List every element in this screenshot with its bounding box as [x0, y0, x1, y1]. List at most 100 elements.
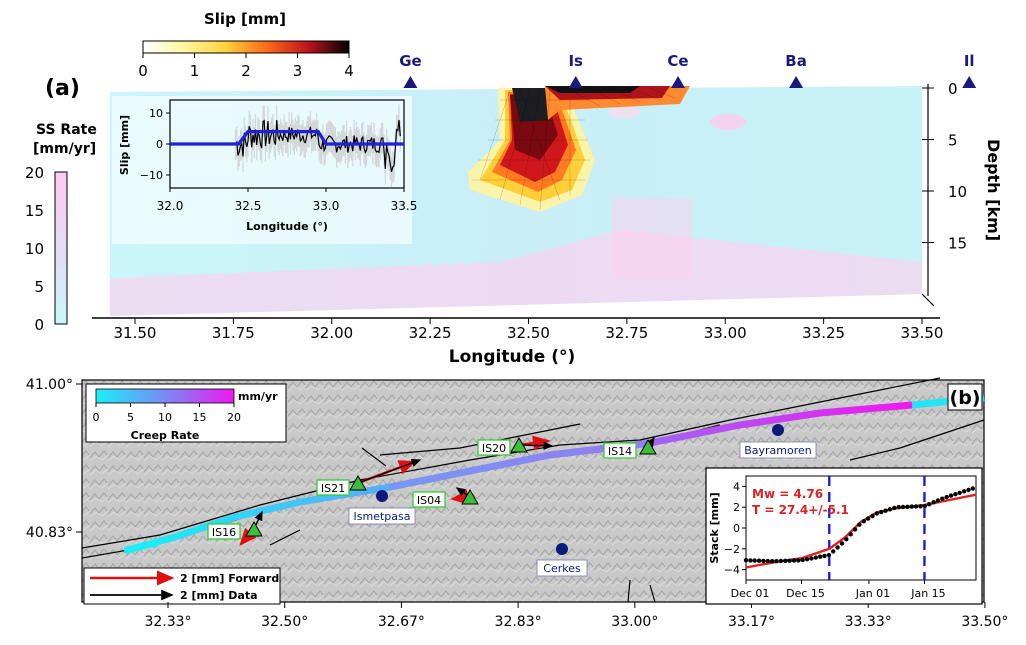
stack-ytick-label: 0	[733, 522, 740, 535]
panel-a-label: (a)	[45, 76, 80, 101]
depth-axis-corner	[921, 293, 935, 307]
stack-data-point	[787, 558, 792, 563]
ss-tick-label: 0	[34, 316, 44, 334]
legend-data-label: 2 [mm] Data	[180, 589, 258, 602]
lon-tick-label: 31.50	[114, 324, 157, 342]
stack-data-point	[879, 509, 884, 515]
city-label-bayramoren: Bayramoren	[744, 444, 812, 457]
stack-ytick-label: 4	[733, 480, 740, 493]
stack-data-point	[835, 545, 840, 550]
stack-data-point	[927, 502, 932, 507]
stack-data-point	[909, 504, 914, 509]
stack-data-point	[822, 553, 827, 559]
stack-data-point	[761, 558, 766, 564]
inset-background	[112, 96, 412, 244]
ss-colorbar-title-1: SS Rate	[36, 122, 97, 138]
stack-data-point	[944, 494, 949, 500]
creep-colorbar-ticks: 0 5 10 15 20	[93, 403, 241, 424]
map-longitude-ticks: 32.33° 32.50° 32.67° 32.83° 33.00° 33.17° 33.3…	[144, 602, 1008, 630]
stack-data-point	[896, 504, 901, 510]
map-xtick-label: 33.33°	[845, 614, 892, 630]
stack-data-point	[804, 557, 810, 562]
creep-colorbar-unit: mm/yr	[238, 390, 278, 403]
stack-data-point	[961, 489, 967, 494]
forward-vector-is20	[518, 435, 551, 451]
station-label: Ge	[399, 52, 422, 70]
stack-data-point	[966, 487, 971, 493]
lon-tick-label: 33.50	[901, 324, 944, 342]
station-label-is04: IS04	[417, 494, 441, 507]
gps-station-markers	[245, 436, 657, 537]
stack-data-point	[892, 505, 897, 511]
depth-tick-label: 10	[948, 183, 967, 201]
stack-data-point	[922, 503, 927, 509]
lon-tick-label: 31.75	[212, 324, 255, 342]
stack-data-point	[778, 558, 784, 564]
stack-xtick-label: Jan 15	[910, 587, 945, 600]
creep-tick-label: 10	[158, 411, 172, 424]
ss-tick-label: 20	[25, 164, 44, 182]
stack-ytick-label: −4	[724, 564, 740, 577]
inset-ytick-label: 0	[156, 138, 163, 151]
stack-xtick-label: Dec 01	[731, 587, 770, 600]
lon-tick-label: 32.25	[409, 324, 452, 342]
stack-data-point	[948, 493, 954, 498]
lon-tick-label: 33.00	[704, 324, 747, 342]
stack-data-point	[870, 513, 875, 519]
stack-data-point	[783, 558, 788, 563]
creep-tick-label: 5	[127, 411, 134, 424]
fault-plane-high-rate-patch	[612, 198, 692, 278]
stack-data-point	[831, 549, 836, 554]
stack-event-lines	[828, 476, 926, 580]
station-marker	[671, 76, 686, 88]
inset-slip-model-line	[170, 130, 404, 146]
cities: Ismetpasa Bayramoren Cerkes	[348, 424, 817, 577]
station-label-is20: IS20	[482, 442, 506, 455]
lon-tick-label: 33.25	[802, 324, 845, 342]
slip-tick-label: 0	[138, 62, 148, 80]
stack-data-point	[857, 522, 862, 527]
stack-data-point	[935, 498, 941, 503]
stack-data-point	[953, 492, 958, 497]
stack-data-point	[796, 558, 801, 563]
ss-tick-label: 10	[25, 240, 44, 258]
depth-tick-label: 0	[948, 80, 958, 98]
slip-colorbar-title: Slip [mm]	[204, 10, 286, 28]
city-label-ismetpasa: Ismetpasa	[354, 510, 411, 523]
stack-data-point	[905, 504, 910, 509]
stack-ylabel: Stack [mm]	[708, 492, 721, 563]
station-marker	[568, 76, 583, 88]
ss-colorbar-title-2: [mm/yr]	[33, 141, 96, 157]
map-xtick-label: 33.17°	[728, 614, 775, 630]
creep-tick-label: 0	[93, 411, 100, 424]
stack-data-point	[791, 558, 797, 563]
slip-colorbar-ticks: 0 1 2 3 4	[138, 53, 354, 80]
map-ytick-label: 40.83°	[26, 525, 73, 541]
longitude-axis-ticks: 31.50 31.75 32.00 32.25 32.50 32.75 33.00 33.25…	[114, 318, 944, 342]
inset-xlabel: Longitude (°)	[246, 220, 328, 233]
lon-tick-label: 32.00	[310, 324, 353, 342]
stack-ytick-label: −2	[724, 543, 740, 556]
slip-tick-label: 2	[241, 62, 251, 80]
stack-data-point	[887, 507, 893, 512]
creep-point-west-2	[150, 540, 158, 548]
stack-mw-label: Mw = 4.76	[752, 487, 823, 501]
station-label: Is	[568, 52, 583, 70]
map-xtick-label: 33.50°	[961, 614, 1008, 630]
slip-tick-label: 1	[190, 62, 200, 80]
data-vector-is20	[518, 441, 554, 450]
stack-data-point	[770, 559, 775, 564]
creep-tick-label: 15	[193, 411, 207, 424]
creep-colorbar	[95, 388, 235, 404]
inset-xtick-label: 32.0	[157, 199, 184, 213]
station-marker	[962, 76, 977, 88]
stack-data-point	[774, 559, 779, 564]
inset-ticks: 10 0 −10 32.0 32.5 33.0 33.5	[140, 107, 418, 213]
legend-forward-label: 2 [mm] Forward	[180, 572, 279, 585]
ss-tick-label: 5	[34, 278, 44, 296]
depth-axis-ticks: 0 5 10 15	[922, 80, 967, 253]
stack-data-point	[826, 552, 832, 558]
panel-b-label-box	[947, 383, 983, 411]
depth-axis-label: Depth [km]	[984, 139, 1003, 241]
